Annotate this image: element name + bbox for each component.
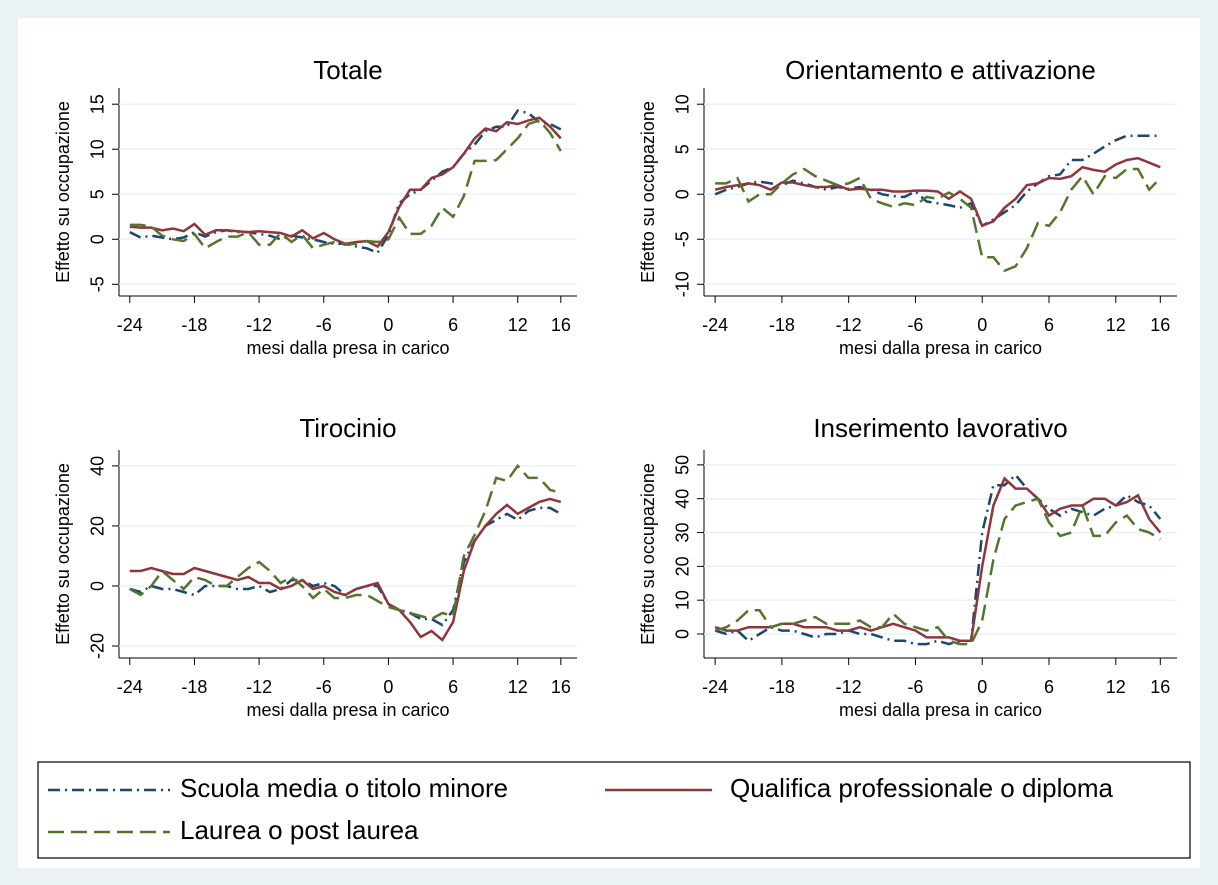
- x-tick-label: 6: [1044, 677, 1054, 697]
- series-line: [129, 118, 562, 250]
- x-tick-label: -6: [907, 315, 923, 335]
- x-tick-label: -6: [316, 315, 332, 335]
- y-tick-label: 50: [673, 455, 693, 475]
- y-tick-label: 0: [88, 581, 108, 591]
- y-axis-label: Effetto su occupazione: [53, 101, 73, 283]
- x-tick-label: -24: [702, 677, 728, 697]
- y-tick-label: 0: [88, 234, 108, 244]
- series-line: [129, 497, 562, 642]
- x-tick-label: 12: [508, 315, 528, 335]
- y-tick-label: 0: [673, 189, 693, 199]
- x-axis-label: mesi dalla presa in carico: [246, 700, 449, 720]
- x-tick-label: 12: [508, 677, 528, 697]
- y-tick-label: 5: [88, 189, 108, 199]
- x-tick-label: 16: [1150, 315, 1170, 335]
- y-tick-label: 5: [673, 144, 693, 154]
- y-tick-label: -5: [673, 231, 693, 247]
- x-tick-label: 16: [551, 315, 571, 335]
- x-tick-label: 12: [1106, 677, 1126, 697]
- y-axis-label: Effetto su occupazione: [53, 463, 73, 645]
- panel-title: Orientamento e attivazione: [785, 55, 1096, 85]
- y-tick-label: -10: [673, 271, 693, 297]
- x-axis-label: mesi dalla presa in carico: [839, 338, 1042, 358]
- y-axis-label: Effetto su occupazione: [638, 101, 658, 283]
- x-tick-label: -18: [181, 315, 207, 335]
- x-tick-label: -6: [907, 677, 923, 697]
- inner-background: [18, 18, 1200, 868]
- series-line: [129, 463, 562, 621]
- y-tick-label: 10: [673, 590, 693, 610]
- legend-label: Laurea o post laurea: [180, 815, 419, 845]
- series-line: [714, 473, 1162, 646]
- series-line: [714, 156, 1161, 228]
- series-line: [714, 476, 1162, 643]
- x-tick-label: 0: [383, 315, 393, 335]
- x-tick-label: -18: [181, 677, 207, 697]
- x-tick-label: 6: [1044, 315, 1054, 335]
- x-tick-label: -6: [316, 677, 332, 697]
- y-tick-label: 20: [673, 556, 693, 576]
- y-tick-label: -5: [88, 276, 108, 292]
- y-tick-label: 40: [88, 456, 108, 476]
- series-line: [714, 497, 1161, 646]
- x-tick-label: -18: [769, 315, 795, 335]
- x-tick-label: 0: [977, 677, 987, 697]
- y-tick-label: 0: [673, 629, 693, 639]
- y-tick-label: 10: [88, 139, 108, 159]
- x-tick-label: 0: [383, 677, 393, 697]
- y-tick-label: -20: [88, 633, 108, 659]
- legend-box: [37, 761, 1191, 859]
- x-tick-label: -24: [702, 315, 728, 335]
- legend-label: Scuola media o titolo minore: [180, 773, 508, 803]
- panel-title: Tirocinio: [299, 413, 396, 443]
- x-tick-label: 6: [448, 315, 458, 335]
- panel-title: Inserimento lavorativo: [813, 413, 1067, 443]
- legend-label: Qualifica professionale o diploma: [730, 773, 1114, 803]
- x-tick-label: -12: [246, 315, 272, 335]
- y-tick-label: 30: [673, 523, 693, 543]
- x-tick-label: 6: [448, 677, 458, 697]
- y-axis-label: Effetto su occupazione: [638, 463, 658, 645]
- x-axis-label: mesi dalla presa in carico: [839, 700, 1042, 720]
- y-tick-label: 40: [673, 489, 693, 509]
- x-tick-label: 16: [1150, 677, 1170, 697]
- series-line: [715, 167, 1162, 273]
- panel-title: Totale: [313, 55, 382, 85]
- x-tick-label: 0: [977, 315, 987, 335]
- x-tick-label: -12: [246, 677, 272, 697]
- x-tick-label: 16: [551, 677, 571, 697]
- x-axis-label: mesi dalla presa in carico: [246, 338, 449, 358]
- x-tick-label: -12: [836, 315, 862, 335]
- x-tick-label: -24: [117, 677, 143, 697]
- y-tick-label: 10: [673, 94, 693, 114]
- x-tick-label: -24: [117, 315, 143, 335]
- y-tick-label: 20: [88, 516, 108, 536]
- x-tick-label: 12: [1106, 315, 1126, 335]
- y-tick-label: 15: [88, 94, 108, 114]
- x-tick-label: -18: [769, 677, 795, 697]
- x-tick-label: -12: [836, 677, 862, 697]
